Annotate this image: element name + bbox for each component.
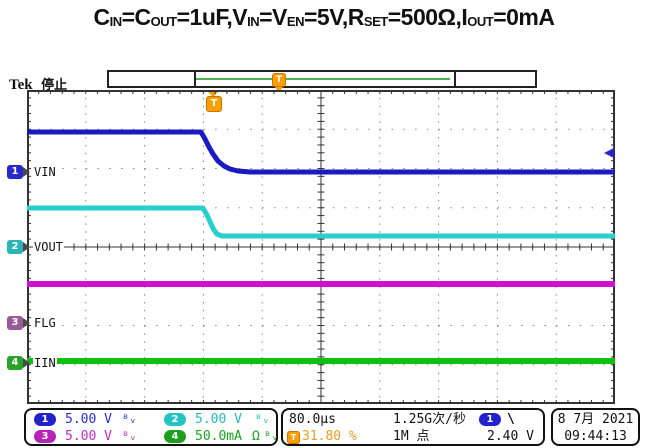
record-trigger-position-tip [275, 87, 283, 92]
ch2-scale: 5.00 V [195, 412, 242, 427]
trigger-position-marker-arrow[interactable] [206, 90, 220, 97]
ch1-scale: 5.00 V [65, 412, 112, 427]
ch3-scale: 5.00 V [65, 429, 112, 444]
trace-vin [27, 129, 615, 175]
readout-ch1-badge: 1 [34, 413, 56, 426]
record-view-window-brackets[interactable] [194, 72, 456, 86]
ch4-bandwidth-icon: ᴮᵥ [264, 429, 279, 443]
ch2-bandwidth-icon: ᴮᵥ [255, 412, 270, 426]
channel-2-label: VOUT [33, 240, 64, 254]
readout-ch4-badge: 4 [164, 430, 186, 443]
timebase-readout: 80.0μs [289, 412, 336, 427]
trigger-position-readout-icon: T [287, 431, 300, 444]
trigger-slope-icon: \ [507, 412, 515, 427]
channel-1-label: VIN [33, 165, 57, 179]
record-view-bar[interactable]: T [107, 70, 537, 92]
trigger-source-badge: 1 [479, 413, 501, 426]
record-length-readout: 1M 点 [393, 429, 430, 444]
readout-ch3-badge: 3 [34, 430, 56, 443]
page-title: CIN=COUT=1uF,VIN=VEN=5V,RSET=500Ω,IOUT=0… [93, 4, 555, 30]
time-readout: 09:44:13 [564, 429, 627, 444]
ch1-bandwidth-icon: ᴮᵥ [122, 412, 137, 426]
ch4-scale: 50.0mA [195, 429, 242, 444]
trigger-position-marker-icon[interactable]: T [206, 96, 222, 112]
trigger-level-readout: 2.40 V [487, 429, 534, 444]
ch3-bandwidth-icon: ᴮᵥ [122, 429, 137, 443]
trace-vout [27, 205, 615, 239]
horizontal-trigger-readout-box: 80.0μs T 31.80 % 1.25G次/秒 1M 点 1 \ 2.40 … [281, 408, 545, 446]
channel-readout-box: 1 5.00 V ᴮᵥ 2 5.00 V ᴮᵥ 3 5.00 V ᴮᵥ 4 50… [24, 408, 278, 446]
trigger-level-arrow-icon[interactable] [604, 148, 614, 158]
channel-4-ground-arrow-icon [23, 358, 30, 368]
date-readout: 8 7月 2021 [557, 412, 634, 427]
datetime-box: 8 7月 2021 09:44:13 [551, 408, 640, 446]
acquisition-state-label: 停止 [41, 78, 68, 93]
ch4-ohm-icon: Ω [252, 429, 260, 444]
sample-rate-readout: 1.25G次/秒 [393, 412, 466, 427]
channel-3-badge[interactable]: 3 [7, 316, 30, 330]
channel-4-label: IIN [33, 356, 57, 370]
trigger-position-readout: 31.80 % [302, 429, 357, 444]
channel-1-ground-arrow-icon [23, 167, 30, 177]
channel-3-label: FLG [33, 316, 57, 330]
channel-3-ground-arrow-icon [23, 318, 30, 328]
graticule [27, 90, 615, 404]
tek-logo: Tek [9, 77, 33, 93]
record-trigger-position-icon[interactable]: T [272, 73, 286, 87]
channel-4-badge[interactable]: 4 [7, 356, 30, 370]
acquisition-status: Tek 停止 [9, 74, 67, 94]
channel-2-ground-arrow-icon [23, 242, 30, 252]
readout-ch2-badge: 2 [164, 413, 186, 426]
channel-2-badge[interactable]: 2 [7, 240, 30, 254]
channel-1-badge[interactable]: 1 [7, 165, 30, 179]
record-view-waveform-preview [196, 78, 450, 80]
